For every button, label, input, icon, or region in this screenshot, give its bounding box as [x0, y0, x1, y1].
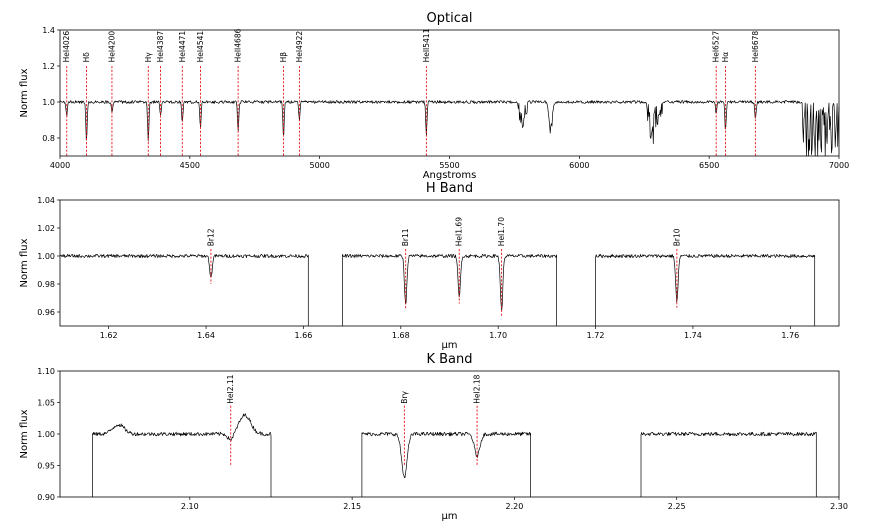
line-label: HeI4471 — [178, 31, 187, 63]
y-tick-label: 1.00 — [37, 252, 55, 261]
spectrum-segment-3 — [595, 253, 816, 326]
x-tick-label: 1.68 — [392, 331, 410, 340]
spectrum-segment-2 — [342, 253, 557, 326]
line-label: Br10 — [672, 228, 681, 246]
x-tick-label: 1.72 — [587, 331, 605, 340]
x-tick-label: 2.10 — [181, 502, 199, 511]
line-label: HeI1.69 — [455, 217, 464, 246]
line-label: HeI4200 — [107, 31, 116, 63]
plot-frame — [59, 199, 840, 327]
y-axis-label: Norm flux — [19, 409, 30, 458]
line-label: HeII4686 — [234, 28, 243, 62]
x-tick-label: 4000 — [50, 161, 70, 170]
y-tick-label: 1.0 — [42, 98, 55, 107]
x-tick-label: 7000 — [829, 161, 849, 170]
line-label: HeI4026 — [62, 31, 71, 63]
y-axis-label: Norm flux — [19, 68, 30, 117]
y-tick-label: 0.95 — [37, 462, 55, 471]
panel-title: H Band — [426, 181, 473, 196]
panel-h-band: H Band 1.62 1.64 1.66 1.68 1.70 1.72 1.74 1.76 0.… — [19, 181, 840, 351]
x-tick-label: 2.20 — [506, 502, 524, 511]
y-tick-label: 0.96 — [37, 308, 55, 317]
line-label: HeI4387 — [156, 31, 165, 63]
x-tick-label: 1.76 — [781, 331, 799, 340]
x-tick-label: 2.25 — [668, 502, 686, 511]
y-tick-label: 1.02 — [37, 224, 55, 233]
y-tick-label: 1.4 — [42, 26, 55, 35]
x-tick-label: 6500 — [699, 161, 719, 170]
line-label: Hδ — [82, 52, 91, 63]
y-tick-label: 0.8 — [42, 134, 55, 143]
line-label: HeII5411 — [422, 28, 431, 62]
line-label: Br11 — [401, 228, 410, 246]
line-label: Hα — [721, 52, 730, 63]
spectrum-segment-1 — [60, 253, 309, 326]
y-tick-label: 1.04 — [37, 196, 55, 205]
y-tick-label: 1.05 — [37, 399, 55, 408]
y-tick-label: 1.10 — [37, 367, 55, 376]
panel-optical: Optical 4000 4500 5000 5500 6000 6500 7000 0.8 1.… — [19, 11, 849, 181]
x-axis-label: μm — [441, 340, 457, 351]
x-tick-label: 1.66 — [295, 331, 313, 340]
y-axis-label: Norm flux — [19, 238, 30, 287]
x-tick-label: 4500 — [180, 161, 200, 170]
x-tick-label: 5500 — [439, 161, 459, 170]
line-label: HeI1.70 — [497, 217, 506, 246]
y-tick-label: 0.98 — [37, 280, 55, 289]
line-label: Brγ — [400, 391, 409, 404]
panel-k-band: K Band 2.10 2.15 2.20 2.25 2.30 0.90 0.95 1.00 1.… — [19, 352, 848, 522]
spectrum-segment-1 — [92, 413, 272, 497]
spectrum-segment-3 — [640, 431, 817, 497]
y-tick-label: 1.2 — [42, 62, 55, 71]
panel-title: Optical — [427, 11, 473, 26]
x-tick-label: 1.64 — [197, 331, 215, 340]
line-label: Hβ — [279, 52, 288, 63]
x-tick-label: 1.74 — [684, 331, 702, 340]
plot-frame — [59, 29, 840, 157]
line-label: HeI2.18 — [473, 374, 482, 403]
x-tick-label: 1.62 — [100, 331, 118, 340]
x-tick-label: 6000 — [569, 161, 589, 170]
line-label: HeI4541 — [196, 31, 205, 63]
x-tick-label: 5000 — [309, 161, 329, 170]
spectrum-segment-2 — [361, 431, 531, 497]
x-tick-label: 1.70 — [489, 331, 507, 340]
y-tick-label: 1.00 — [37, 430, 55, 439]
x-axis-label: Angstroms — [423, 170, 477, 181]
panel-title: K Band — [426, 352, 472, 367]
spectrum-segment-1 — [59, 100, 840, 157]
y-tick-label: 0.90 — [37, 493, 55, 502]
x-tick-label: 2.15 — [343, 502, 361, 511]
line-label: Br12 — [206, 228, 215, 246]
x-axis-label: μm — [441, 511, 457, 522]
plot-frame — [59, 370, 840, 498]
line-label: HeI2.11 — [226, 374, 235, 403]
line-label: HeI6527 — [712, 31, 721, 63]
line-label: Hγ — [144, 52, 153, 63]
line-label: HeI6678 — [751, 31, 760, 63]
x-tick-label: 2.30 — [830, 502, 848, 511]
line-label: HeI4922 — [295, 31, 304, 63]
